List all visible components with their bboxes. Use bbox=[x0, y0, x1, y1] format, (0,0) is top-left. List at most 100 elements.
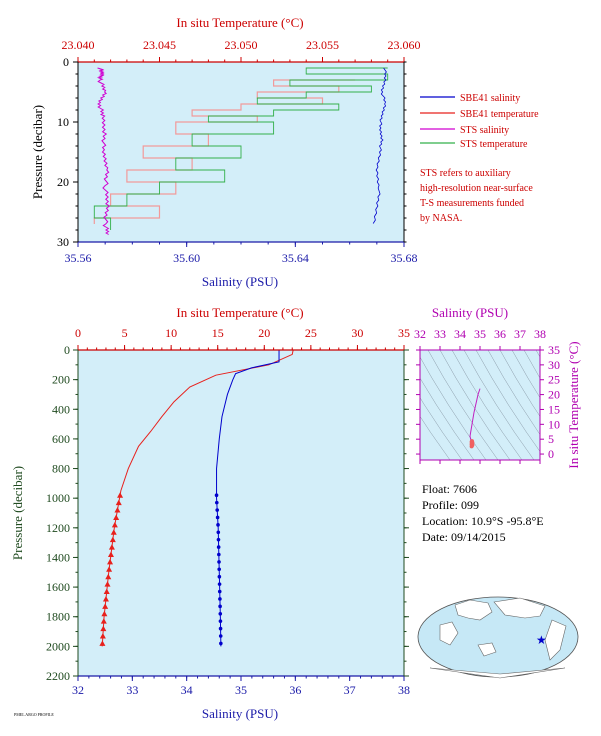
salinity-marker bbox=[216, 545, 221, 549]
ts-right-tick-label: 0 bbox=[548, 447, 554, 461]
salinity-marker bbox=[217, 567, 221, 572]
note-line-4: by NASA. bbox=[420, 213, 462, 224]
upper-legend: SBE41 salinity SBE41 temperature STS sal… bbox=[420, 93, 539, 150]
temperature-marker bbox=[111, 521, 118, 528]
upper-bottom-axis-title: Salinity (PSU) bbox=[202, 274, 278, 289]
upper-top-tick-label: 23.050 bbox=[225, 38, 258, 52]
series-sbe-salinity-deep bbox=[216, 350, 280, 647]
temperature-marker bbox=[100, 625, 107, 632]
lower-top-tick-label: 35 bbox=[398, 326, 410, 340]
ts-series bbox=[469, 388, 481, 449]
legend-sts-temperature: STS temperature bbox=[460, 139, 528, 150]
density-contour bbox=[451, 350, 523, 460]
upper-y-tick-label: 30 bbox=[57, 235, 69, 249]
temperature-marker bbox=[107, 558, 114, 565]
upper-panel: In situ Temperature (°C) 23.040 23.045 23.… bbox=[30, 15, 539, 289]
temperature-marker bbox=[107, 551, 114, 557]
lower-y-tick-label: 1200 bbox=[46, 521, 70, 535]
location: Location: 10.9°S -95.8°E bbox=[422, 514, 544, 528]
date: Date: 09/14/2015 bbox=[422, 530, 506, 544]
salinity-marker bbox=[214, 500, 219, 505]
land-north bbox=[493, 597, 546, 619]
temperature-marker bbox=[117, 492, 124, 498]
ts-right-tick-label: 5 bbox=[548, 432, 554, 446]
note-line-1: STS refers to auxiliary bbox=[420, 168, 511, 179]
lower-top-tick-label: 20 bbox=[258, 326, 270, 340]
lower-series bbox=[99, 349, 294, 647]
salinity-marker bbox=[216, 537, 221, 542]
ts-frame bbox=[419, 349, 541, 461]
salinity-marker bbox=[218, 634, 223, 638]
density-contour bbox=[427, 350, 499, 460]
salinity-marker bbox=[216, 530, 221, 535]
salinity-marker bbox=[219, 641, 223, 646]
salinity-marker bbox=[217, 589, 222, 594]
ts-top-tick-label: 38 bbox=[534, 327, 546, 341]
lower-y-tick-label: 1000 bbox=[46, 491, 70, 505]
world-map: ★ bbox=[417, 596, 579, 679]
ts-right-tick-label: 10 bbox=[548, 417, 560, 431]
temperature-marker bbox=[99, 632, 106, 639]
upper-bottom-tick-label: 35.60 bbox=[173, 251, 200, 265]
series-sts-temperature bbox=[93, 67, 389, 230]
ts-panel: Salinity (PSU) 32 33 34 35 36 37 38 0510152025… bbox=[414, 305, 581, 469]
lower-y-ticks: 0 200 400 600 800 1000 1200 1400 1600 1800 2000 220… bbox=[46, 343, 409, 683]
lower-y-tick-label: 1600 bbox=[46, 580, 70, 594]
temperature-marker bbox=[108, 544, 115, 550]
upper-y-tick-label: 10 bbox=[57, 115, 69, 129]
temperature-marker bbox=[104, 581, 111, 587]
legend-sbe-temperature: SBE41 temperature bbox=[460, 109, 539, 120]
density-contour bbox=[420, 397, 463, 460]
salinity-marker bbox=[218, 619, 223, 623]
temperature-marker bbox=[115, 499, 122, 506]
ts-right-tick-label: 15 bbox=[548, 402, 560, 416]
temperature-marker bbox=[106, 566, 113, 572]
lower-panel: In situ Temperature (°C) 0 5 10 15 20 25 30 35 … bbox=[10, 305, 410, 721]
ts-top-tick-label: 36 bbox=[494, 327, 506, 341]
density-contour bbox=[475, 350, 540, 453]
salinity-marker bbox=[218, 604, 222, 609]
lower-y-tick-label: 1400 bbox=[46, 550, 70, 564]
temperature-marker bbox=[102, 603, 109, 609]
lower-bottom-tick-label: 37 bbox=[344, 683, 356, 697]
upper-top-axis-title: In situ Temperature (°C) bbox=[176, 15, 303, 30]
land-south-america bbox=[544, 619, 567, 661]
lower-y-axis-title: Pressure (decibar) bbox=[10, 466, 25, 560]
temperature-marker bbox=[103, 588, 110, 595]
salinity-marker bbox=[217, 560, 221, 564]
density-contour bbox=[463, 350, 535, 460]
land-asia bbox=[454, 599, 493, 621]
upper-bottom-tick-label: 35.56 bbox=[65, 251, 92, 265]
salinity-marker bbox=[217, 552, 221, 557]
salinity-marker bbox=[218, 626, 223, 631]
float-location-marker: ★ bbox=[536, 633, 547, 647]
land-australia bbox=[477, 642, 497, 657]
lower-top-axis-title: In situ Temperature (°C) bbox=[176, 305, 303, 320]
ts-right-axis-title: In situ Temperature (°C) bbox=[566, 341, 581, 468]
float-id: Float: 7606 bbox=[422, 482, 477, 496]
upper-bottom-ticks: 35.56 35.60 35.64 35.68 bbox=[65, 242, 418, 265]
lower-plot-area bbox=[78, 350, 404, 676]
upper-y-tick-label: 20 bbox=[57, 175, 69, 189]
legend-sbe-salinity: SBE41 salinity bbox=[460, 93, 520, 104]
density-contour bbox=[439, 350, 511, 460]
lower-top-tick-label: 25 bbox=[305, 326, 317, 340]
temperature-marker bbox=[109, 536, 116, 543]
salinity-marker bbox=[217, 574, 222, 579]
upper-series bbox=[93, 67, 389, 235]
lower-y-tick-label: 0 bbox=[64, 343, 70, 357]
density-contour bbox=[487, 350, 540, 435]
footer-code: PMEL ARGO PROFILE bbox=[14, 712, 54, 717]
ts-top-axis-title: Salinity (PSU) bbox=[432, 305, 508, 320]
temperature-marker bbox=[100, 618, 107, 624]
temperature-marker bbox=[113, 514, 120, 520]
profile-number: Profile: 099 bbox=[422, 498, 479, 512]
lower-top-tick-label: 0 bbox=[75, 326, 81, 340]
ts-plot-area bbox=[420, 350, 540, 460]
salinity-marker bbox=[218, 597, 222, 601]
density-contour bbox=[420, 377, 475, 460]
ts-density-contours bbox=[420, 350, 540, 460]
density-contour bbox=[420, 416, 451, 460]
temperature-marker bbox=[110, 529, 117, 535]
